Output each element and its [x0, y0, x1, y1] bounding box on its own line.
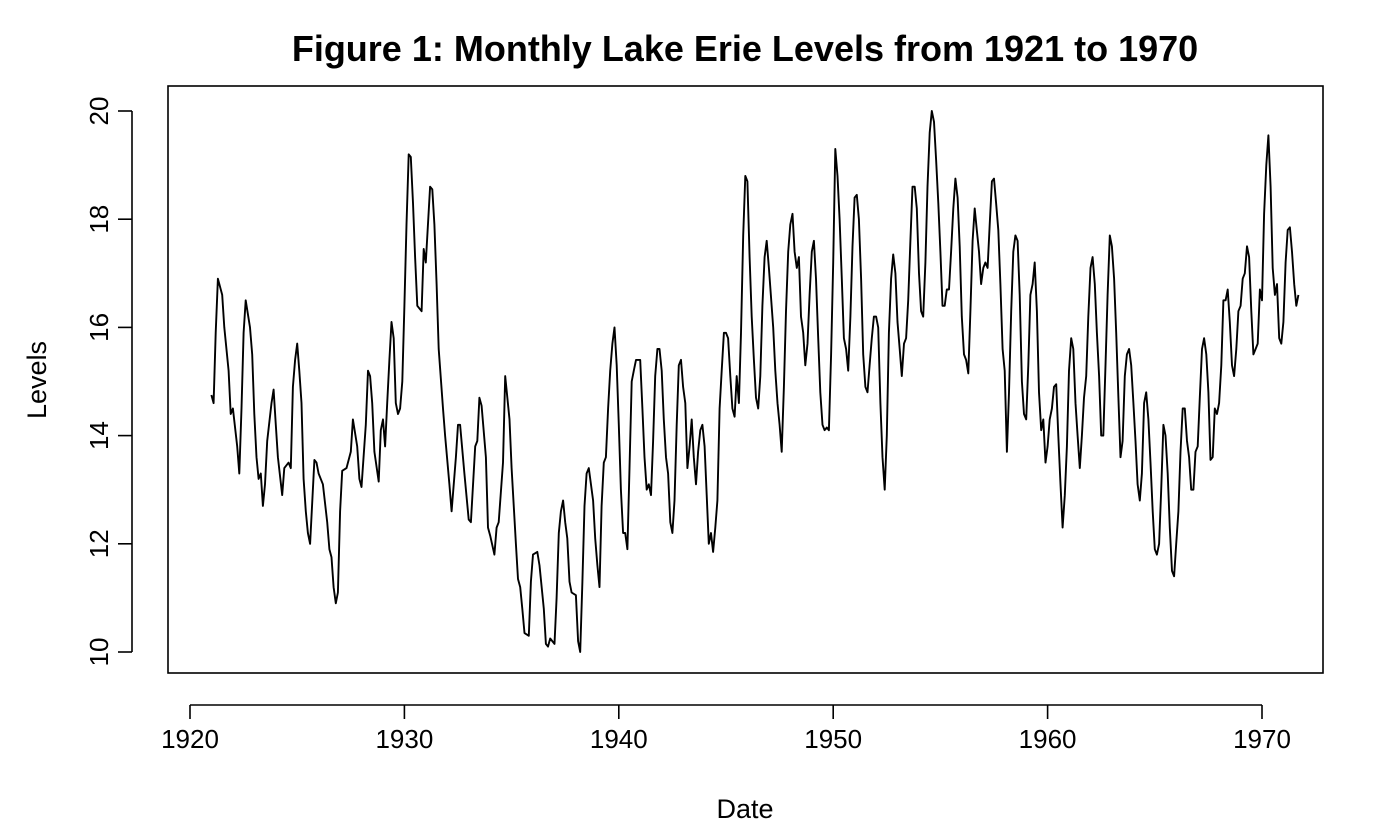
series-line — [210, 110, 1300, 653]
x-tick-label: 1920 — [161, 724, 219, 754]
y-tick-label: 10 — [84, 638, 114, 667]
x-tick-label: 1970 — [1233, 724, 1291, 754]
y-tick-label: 20 — [84, 97, 114, 126]
x-tick-label: 1950 — [804, 724, 862, 754]
y-tick-label: 14 — [84, 421, 114, 450]
plot-frame — [167, 85, 1324, 674]
chart-title: Figure 1: Monthly Lake Erie Levels from … — [291, 28, 1199, 69]
y-axis-title: Levels — [22, 341, 52, 419]
y-tick-label: 16 — [84, 313, 114, 342]
x-tick-label: 1960 — [1019, 724, 1077, 754]
x-tick-label: 1930 — [375, 724, 433, 754]
x-axis-title: Date — [716, 794, 773, 824]
y-tick-label: 12 — [84, 529, 114, 558]
y-tick-label: 18 — [84, 205, 114, 234]
x-tick-label: 1940 — [590, 724, 648, 754]
axes: 1920 1930 1940 1950 1960 1970 10 12 14 16 18 20 — [84, 85, 1324, 754]
plot-area — [210, 110, 1300, 653]
